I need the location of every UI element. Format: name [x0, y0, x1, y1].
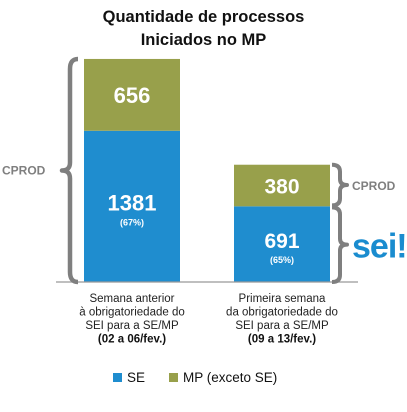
- data-label-se-1: 1381: [108, 190, 157, 215]
- brace-label-left: CPROD: [2, 163, 46, 177]
- category-period-2: (09 a 13/fev.): [248, 334, 316, 346]
- bar-se-1: [84, 130, 180, 282]
- category-label-1-line-1: Semana anterior: [89, 293, 174, 305]
- percent-label-se-1: (67%): [120, 217, 144, 227]
- legend-label-2: MP (exceto SE): [183, 370, 277, 385]
- brace-label-right: CPROD: [352, 179, 396, 193]
- brace-right-se: [331, 205, 349, 284]
- data-label-mp-1: 656: [114, 83, 151, 108]
- category-label-2-line-3: SEI para a SE/MP: [235, 320, 329, 332]
- legend-swatch-2: [169, 373, 178, 382]
- sei-logo: sei!: [352, 228, 407, 266]
- chart-title-line-1: Quantidade de processos: [102, 8, 305, 26]
- bar-mp-1: [84, 58, 180, 131]
- category-label-1-line-2: à obrigatoriedade do: [79, 307, 185, 319]
- data-label-se-2: 691: [264, 230, 299, 253]
- legend-swatch-1: [113, 373, 122, 382]
- category-label-2-line-1: Primeira semana: [239, 293, 327, 305]
- bar-se-2: [234, 206, 330, 282]
- legend-label-1: SE: [127, 370, 145, 385]
- category-period-1: (02 a 06/fev.): [98, 334, 166, 346]
- category-label-1-line-3: SEI para a SE/MP: [85, 320, 179, 332]
- chart-title-line-2: Iniciados no MP: [140, 31, 267, 49]
- data-label-mp-2: 380: [264, 176, 299, 199]
- bar-mp-2: [234, 164, 330, 207]
- category-label-2-line-2: da obrigatoriedade do: [226, 307, 338, 319]
- brace-left: [59, 56, 79, 285]
- percent-label-se-2: (65%): [270, 255, 294, 265]
- brace-right-mp: [331, 162, 349, 208]
